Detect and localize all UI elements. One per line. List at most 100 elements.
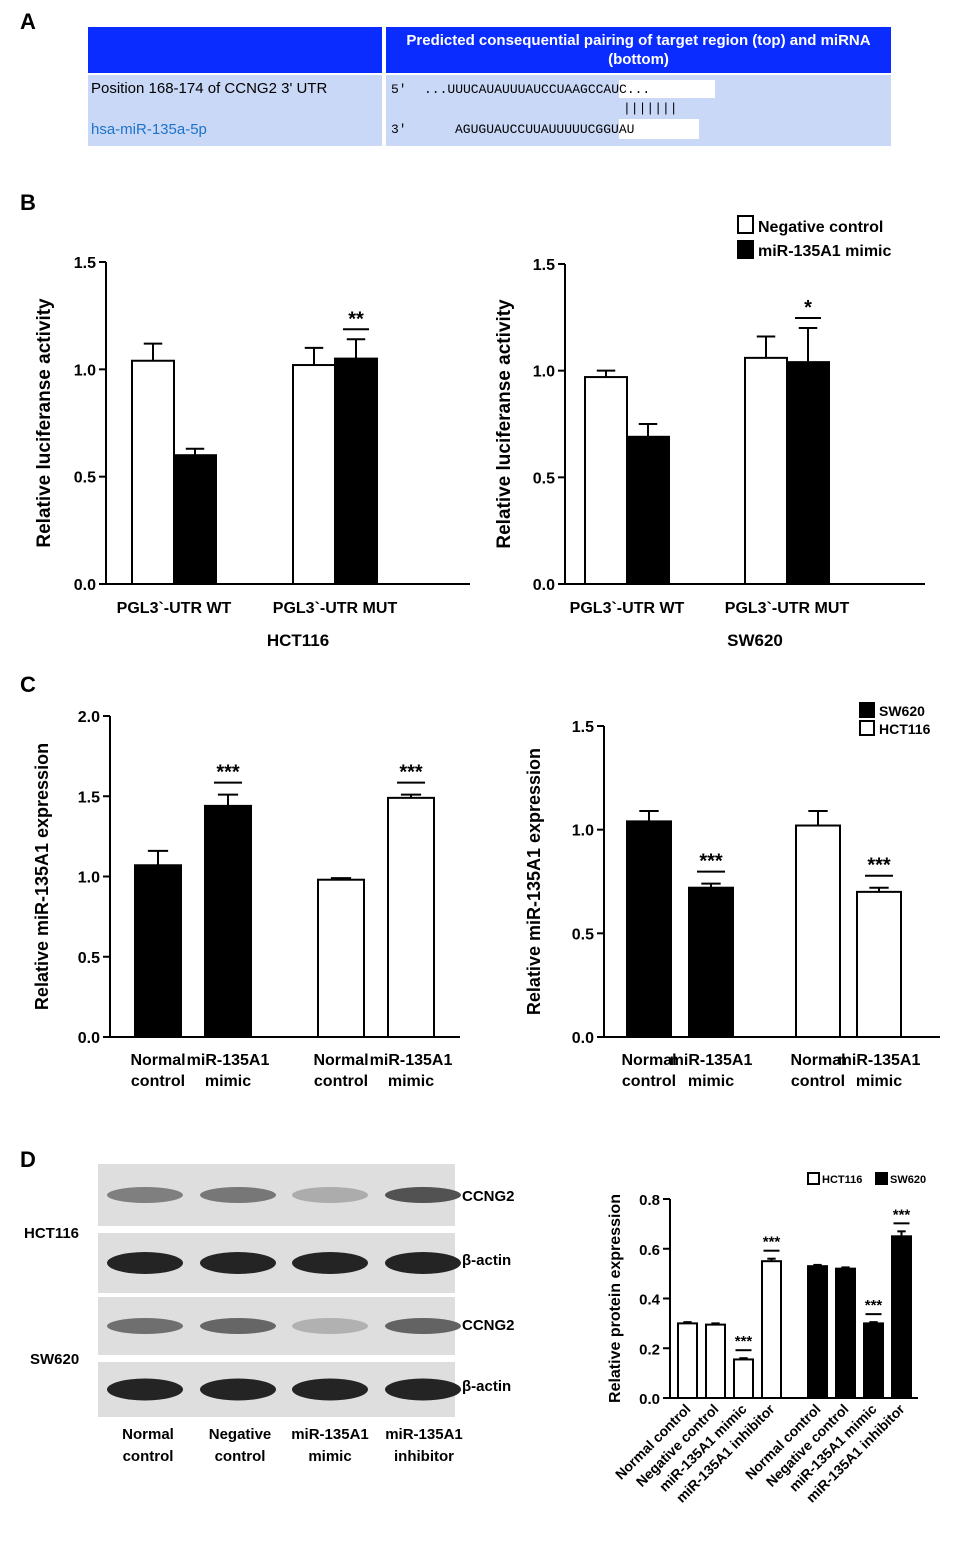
blot-band bbox=[292, 1378, 368, 1401]
bar bbox=[317, 878, 365, 1039]
blot-band-label-actin-hct116: β-actin bbox=[462, 1252, 512, 1269]
mirna-sequence: AGUGUAUCCUUAUUUUUCGGUAU bbox=[455, 122, 635, 137]
legend-label: HCT116 bbox=[879, 721, 931, 737]
y-tick-label: 2.0 bbox=[78, 709, 100, 726]
pairing-lines: ||||||| bbox=[623, 101, 678, 116]
blot-band bbox=[200, 1187, 276, 1203]
bar bbox=[786, 361, 830, 585]
blot-lane-label: Normal control bbox=[98, 1424, 198, 1468]
bar bbox=[134, 864, 182, 1039]
panel-letter-b: B bbox=[20, 190, 36, 215]
panel-letter-a: A bbox=[20, 9, 36, 34]
blot-band bbox=[200, 1378, 276, 1401]
y-axis-label: Relative miR-135A1 expression bbox=[524, 748, 544, 1015]
blot-band bbox=[385, 1378, 461, 1401]
bar bbox=[204, 804, 252, 1038]
significance-label: *** bbox=[699, 851, 723, 873]
x-tick-label: control bbox=[791, 1073, 845, 1090]
seed-highlight-bottom bbox=[619, 119, 699, 139]
blot-band bbox=[200, 1252, 276, 1274]
bar bbox=[334, 357, 378, 585]
bar bbox=[387, 796, 435, 1038]
legend-label: Negative control bbox=[758, 219, 883, 236]
mirna-name-label: hsa-miR-135a-5p bbox=[91, 121, 207, 138]
y-tick-label: 0.0 bbox=[74, 577, 96, 594]
seq-bottom-prefix: 3' bbox=[391, 122, 407, 137]
legend-label: SW620 bbox=[879, 703, 925, 719]
blot-band bbox=[385, 1187, 461, 1203]
y-tick-label: 1.5 bbox=[572, 719, 594, 736]
bar bbox=[626, 820, 672, 1039]
blot-band-label-ccng2-sw620: CCNG2 bbox=[462, 1317, 515, 1334]
x-tick-label: PGL3`-UTR MUT bbox=[273, 600, 398, 617]
x-tick-label: Normal bbox=[621, 1052, 676, 1069]
legend-label: SW620 bbox=[890, 1174, 926, 1186]
legend-swatch bbox=[875, 1172, 888, 1185]
legend-swatch bbox=[859, 702, 875, 718]
y-axis-label: Relative luciferanse activity bbox=[34, 298, 55, 548]
sequence-pairing-table: Predicted consequential pairing of targe… bbox=[88, 27, 891, 146]
y-tick-label: 1.0 bbox=[78, 870, 100, 887]
bar bbox=[807, 1265, 828, 1399]
significance-label: *** bbox=[216, 762, 240, 784]
blot-band-label-ccng2-hct116: CCNG2 bbox=[462, 1188, 515, 1205]
y-tick-label: 0.5 bbox=[533, 470, 555, 487]
legend-label: miR-135A1 mimic bbox=[758, 243, 891, 260]
bar bbox=[626, 435, 670, 585]
legend-swatch bbox=[807, 1172, 820, 1185]
bar bbox=[292, 364, 336, 586]
x-tick-label: PGL3`-UTR WT bbox=[570, 600, 685, 617]
bar bbox=[688, 886, 734, 1038]
y-tick-label: 1.5 bbox=[533, 257, 555, 274]
bar bbox=[584, 376, 628, 586]
panel-letter-c: C bbox=[20, 672, 36, 697]
chart-title: SW620 bbox=[727, 631, 783, 650]
bar bbox=[744, 356, 788, 585]
blot-band bbox=[200, 1318, 276, 1334]
table-header: Predicted consequential pairing of targe… bbox=[386, 27, 891, 73]
bar bbox=[835, 1267, 856, 1400]
y-tick-label: 0.5 bbox=[572, 926, 594, 943]
bar bbox=[863, 1322, 884, 1399]
table-body-right: 5' ...UUUCAUAUUUAUCCUAAGCCAUC... |||||||… bbox=[386, 75, 891, 146]
blot-lane-label: miR-135A1 mimic bbox=[280, 1424, 380, 1468]
legend-swatch bbox=[859, 720, 875, 736]
blot-band bbox=[107, 1252, 183, 1274]
target-sequence: ...UUUCAUAUUUAUCCUAAGCCAUC... bbox=[424, 82, 651, 97]
x-tick-label: mimic bbox=[388, 1073, 434, 1090]
x-tick-label: PGL3`-UTR WT bbox=[117, 600, 232, 617]
bar bbox=[173, 454, 217, 586]
bar bbox=[705, 1323, 726, 1400]
significance-label: *** bbox=[763, 1234, 781, 1251]
y-tick-label: 0.0 bbox=[639, 1391, 660, 1408]
y-tick-label: 1.0 bbox=[533, 364, 555, 381]
legend-label: HCT116 bbox=[822, 1174, 862, 1186]
y-axis-label: Relative luciferanse activity bbox=[494, 299, 515, 549]
significance-label: *** bbox=[865, 1297, 883, 1314]
blot-lane-label-line: miR-135A1 bbox=[385, 1426, 463, 1443]
bar bbox=[677, 1322, 698, 1399]
legend-swatch bbox=[737, 215, 754, 234]
blot-band bbox=[385, 1252, 461, 1274]
blot-band bbox=[107, 1318, 183, 1334]
bar bbox=[856, 890, 902, 1038]
blot-band bbox=[292, 1252, 368, 1274]
x-tick-label: miR-135A1 bbox=[187, 1052, 270, 1069]
target-position-label: Position 168-174 of CCNG2 3' UTR bbox=[91, 80, 328, 97]
blot-lane-label-line: Negative bbox=[208, 1426, 272, 1443]
significance-label: *** bbox=[735, 1333, 753, 1350]
y-tick-label: 0.0 bbox=[78, 1030, 100, 1047]
bar bbox=[891, 1235, 912, 1399]
x-tick-label: control bbox=[622, 1073, 676, 1090]
blot-lane-label-line: inhibitor bbox=[394, 1448, 454, 1465]
bar bbox=[131, 359, 175, 585]
blot-band bbox=[292, 1318, 368, 1334]
x-tick-label: control bbox=[314, 1073, 368, 1090]
x-tick-label: miR-135A1 bbox=[670, 1052, 753, 1069]
seed-highlight-top bbox=[619, 80, 715, 98]
legend-swatch bbox=[737, 240, 754, 259]
blot-cell-line-hct116: HCT116 bbox=[24, 1225, 80, 1242]
blot-lane-label-line: control bbox=[122, 1448, 174, 1465]
y-tick-label: 0.4 bbox=[639, 1292, 661, 1309]
blot-band bbox=[107, 1187, 183, 1203]
